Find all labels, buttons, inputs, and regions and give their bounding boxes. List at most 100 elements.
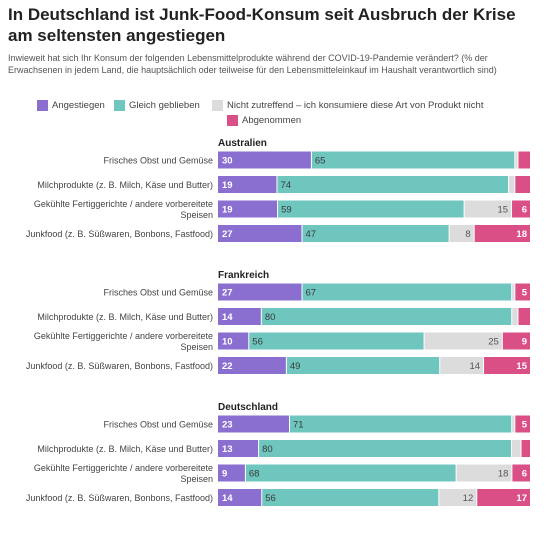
bar-segment-nicht — [456, 464, 512, 482]
bar-segment-gleich — [311, 151, 515, 169]
legend-swatch-abgenommen — [227, 115, 238, 126]
bar-segment-angestiegen — [218, 489, 262, 506]
bar-segment-nicht — [515, 151, 518, 169]
data-label-angestiegen: 19 — [222, 180, 233, 191]
bar-segment-gleich — [302, 283, 512, 301]
bar-segment-gleich — [278, 200, 464, 218]
bar-segment-angestiegen — [218, 332, 249, 350]
legend-item-abgenommen: Abgenommen — [227, 115, 301, 126]
bar-segment-angestiegen — [218, 283, 302, 301]
data-label-gleich: 67 — [306, 288, 317, 299]
legend-swatch-angestiegen — [37, 100, 48, 111]
data-label-gleich: 56 — [252, 337, 263, 348]
bar-segment-angestiegen — [218, 440, 259, 457]
bar-segment-abgenommen — [515, 176, 530, 193]
data-label-angestiegen: 14 — [222, 312, 233, 323]
bar-segment-abgenommen — [518, 151, 530, 169]
row-label: Junkfood (z. B. Süßwaren, Bonbons, Fastf… — [26, 361, 213, 371]
data-label-abgenommen: 5 — [522, 288, 528, 299]
bar-segment-nicht — [512, 308, 518, 325]
chart-subtitle: Inwieweit hat sich Ihr Konsum der folgen… — [8, 53, 497, 75]
bar-segment-abgenommen — [502, 332, 530, 350]
data-label-angestiegen: 30 — [222, 156, 233, 167]
row-label: Frisches Obst und Gemüse — [103, 156, 213, 166]
data-label-nicht: 8 — [465, 229, 470, 240]
bar-segment-gleich — [259, 440, 512, 457]
row-label: Speisen — [180, 342, 213, 352]
bar-segment-angestiegen — [218, 225, 302, 242]
data-label-nicht: 12 — [463, 493, 474, 504]
data-label-gleich: 71 — [293, 420, 304, 431]
data-label-angestiegen: 19 — [222, 205, 233, 216]
data-label-gleich: 68 — [249, 469, 260, 480]
data-label-abgenommen: 9 — [522, 337, 527, 348]
legend-item-angestiegen: Angestiegen — [37, 100, 105, 111]
bar-segment-nicht — [512, 415, 515, 433]
data-label-angestiegen: 22 — [222, 361, 233, 372]
bar-segment-gleich — [289, 415, 512, 433]
data-label-gleich: 80 — [262, 444, 273, 455]
bar-segment-gleich — [286, 357, 440, 374]
legend-label-abgenommen: Abgenommen — [242, 115, 302, 126]
data-label-abgenommen: 18 — [516, 229, 527, 240]
legend-swatch-nicht — [212, 100, 223, 111]
data-label-nicht: 15 — [497, 205, 508, 216]
bar-segment-gleich — [249, 332, 424, 350]
bar-segment-angestiegen — [218, 176, 277, 193]
chart-title: In Deutschland ist Junk-Food-Konsum seit… — [8, 5, 516, 45]
bar-segment-abgenommen — [474, 225, 530, 242]
bar-segment-angestiegen — [218, 357, 286, 374]
bar-segment-nicht — [424, 332, 502, 350]
row-label: Gekühlte Fertiggerichte / andere vorbere… — [34, 463, 213, 473]
bar-segment-abgenommen — [521, 440, 530, 457]
data-label-angestiegen: 10 — [222, 337, 233, 348]
group-title: Deutschland — [218, 402, 278, 413]
bar-segment-abgenommen — [518, 308, 530, 325]
data-label-gleich: 80 — [265, 312, 276, 323]
data-label-gleich: 74 — [280, 180, 291, 191]
data-label-abgenommen: 5 — [522, 420, 528, 431]
data-label-nicht: 14 — [469, 361, 480, 372]
bar-segment-gleich — [245, 464, 456, 482]
row-label: Gekühlte Fertiggerichte / andere vorbere… — [34, 199, 213, 209]
data-label-abgenommen: 17 — [516, 493, 527, 504]
bar-segment-abgenommen — [484, 357, 530, 374]
data-label-angestiegen: 9 — [222, 469, 227, 480]
bar-segment-nicht — [449, 225, 474, 242]
bar-segment-angestiegen — [218, 151, 311, 169]
row-label: Milchprodukte (z. B. Milch, Käse und But… — [37, 180, 213, 190]
bar-segment-gleich — [262, 489, 439, 506]
row-label: Frisches Obst und Gemüse — [103, 420, 213, 430]
legend-label-gleich: Gleich geblieben — [129, 100, 200, 111]
legend-item-gleich: Gleich geblieben — [114, 100, 200, 111]
bar-segment-abgenommen — [515, 283, 530, 301]
data-label-nicht: 18 — [498, 469, 509, 480]
data-label-abgenommen: 15 — [516, 361, 527, 372]
data-label-angestiegen: 14 — [222, 493, 233, 504]
data-label-angestiegen: 27 — [222, 229, 233, 240]
row-label: Speisen — [180, 210, 213, 220]
bar-segment-angestiegen — [218, 308, 261, 325]
row-label: Gekühlte Fertiggerichte / andere vorbere… — [34, 331, 213, 341]
bar-segment-nicht — [509, 176, 515, 193]
legend-item-nicht: Nicht zutreffend – ich konsumiere diese … — [212, 100, 483, 111]
data-label-abgenommen: 6 — [522, 469, 527, 480]
data-label-gleich: 56 — [265, 493, 276, 504]
bar-segment-angestiegen — [218, 200, 278, 218]
row-label: Speisen — [180, 474, 213, 484]
bar-segment-nicht — [512, 440, 521, 457]
legend-swatch-gleich — [114, 100, 125, 111]
bar-segment-angestiegen — [218, 415, 289, 433]
legend-label-nicht: Nicht zutreffend – ich konsumiere diese … — [227, 100, 484, 111]
group-title: Frankreich — [218, 270, 269, 281]
data-label-gleich: 65 — [315, 156, 326, 167]
bar-segment-nicht — [464, 200, 512, 218]
bar-segment-nicht — [512, 283, 515, 301]
bar-segment-nicht — [439, 489, 477, 506]
row-label: Frisches Obst und Gemüse — [103, 288, 213, 298]
row-label: Milchprodukte (z. B. Milch, Käse und But… — [37, 444, 213, 454]
bar-segment-gleich — [277, 176, 509, 193]
bar-segment-gleich — [302, 225, 449, 242]
